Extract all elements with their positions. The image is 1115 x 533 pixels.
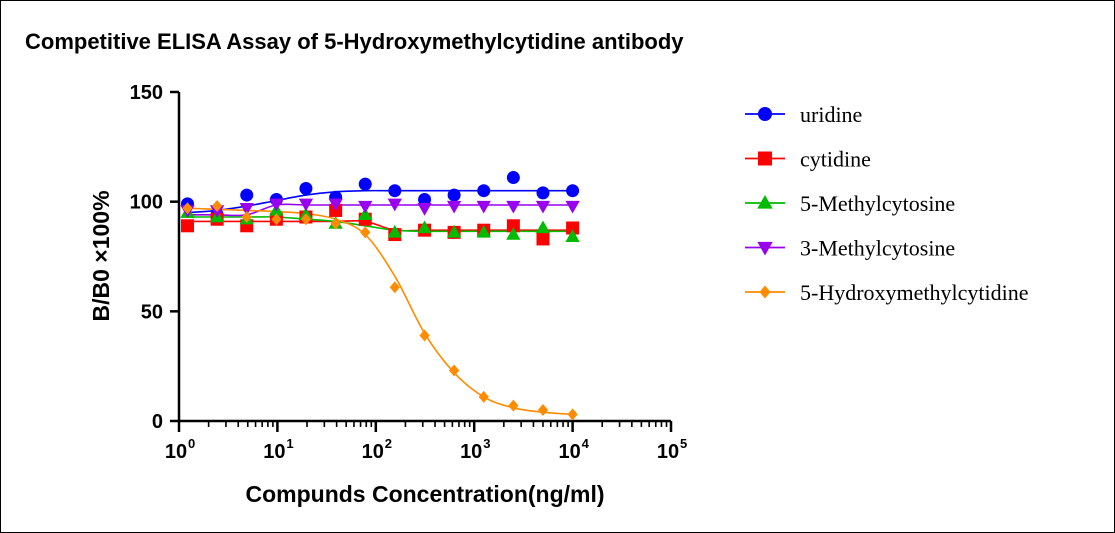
data-point-3-methylcytosine	[417, 203, 432, 216]
data-point-3-methylcytosine	[535, 200, 551, 214]
data-point-5-hydroxymethylcytidine	[449, 364, 460, 377]
data-point-5-hydroxymethylcytidine	[419, 329, 430, 342]
x-tick-label: 10	[657, 441, 679, 463]
legend-label: 5-Methylcytosine	[800, 191, 955, 216]
data-point-uridine	[506, 171, 520, 185]
data-point-3-methylcytosine	[476, 200, 491, 214]
legend-item-5-methylcytosine: 5-Methylcytosine	[745, 191, 955, 216]
data-point-uridine	[388, 184, 402, 198]
legend-item-cytidine: cytidine	[745, 147, 871, 172]
data-point-5-hydroxymethylcytidine	[212, 200, 223, 213]
data-point-5-hydroxymethylcytidine	[330, 217, 341, 230]
data-point-5-hydroxymethylcytidine	[478, 390, 489, 403]
data-point-5-methylcytosine	[417, 220, 432, 234]
y-tick-label: 100	[130, 192, 163, 214]
data-point-uridine	[447, 188, 461, 202]
legend-marker	[759, 285, 771, 299]
data-points	[180, 171, 580, 421]
legend-item-uridine: uridine	[745, 102, 862, 127]
data-point-uridine	[299, 182, 313, 196]
data-point-5-methylcytosine	[506, 227, 521, 240]
data-point-3-methylcytosine	[269, 198, 284, 212]
legend-marker	[758, 107, 772, 121]
legend-item-3-methylcytosine: 3-Methylcytosine	[745, 236, 955, 261]
y-tick-label: 150	[130, 82, 163, 104]
x-axis-label: Compunds Concentration(ng/ml)	[245, 481, 604, 507]
x-tick-exponent: 0	[188, 436, 195, 451]
x-tick-label: 10	[263, 441, 285, 463]
data-point-5-methylcytosine	[387, 224, 402, 238]
data-point-5-methylcytosine	[446, 224, 462, 238]
legend-item-5-hydroxymethylcytidine: 5-Hydroxymethylcytidine	[745, 280, 1029, 305]
data-point-uridine	[536, 186, 550, 200]
data-point-cytidine	[506, 219, 520, 233]
x-tick-exponent: 1	[286, 436, 293, 451]
x-tick-label: 10	[558, 441, 580, 463]
data-point-5-methylcytosine	[358, 207, 373, 221]
data-point-3-methylcytosine	[446, 200, 462, 214]
legend-marker	[758, 151, 772, 166]
legend-label: cytidine	[800, 147, 871, 172]
data-point-cytidine	[536, 232, 550, 246]
legend-marker	[757, 241, 773, 256]
data-point-3-methylcytosine	[387, 198, 402, 212]
data-point-5-hydroxymethylcytidine	[182, 202, 193, 215]
data-point-5-hydroxymethylcytidine	[271, 213, 282, 226]
y-tick-label: 0	[152, 411, 163, 433]
data-point-uridine	[418, 192, 432, 206]
x-tick-exponent: 2	[385, 436, 392, 451]
legend-label: 3-Methylcytosine	[800, 236, 955, 261]
data-point-5-hydroxymethylcytidine	[241, 211, 252, 224]
data-point-uridine	[358, 177, 372, 191]
data-point-3-methylcytosine	[358, 200, 373, 214]
x-tick-exponent: 5	[680, 436, 687, 451]
data-point-uridine	[477, 184, 491, 198]
data-point-5-methylcytosine	[565, 229, 580, 242]
x-tick-exponent: 3	[483, 436, 490, 451]
legend-label: uridine	[800, 102, 862, 127]
legend-label: 5-Hydroxymethylcytidine	[800, 280, 1029, 305]
chart-title: Competitive ELISA Assay of 5-Hydroxymeth…	[25, 29, 684, 54]
data-point-5-hydroxymethylcytidine	[508, 399, 519, 412]
x-tick-label: 10	[165, 441, 187, 463]
y-tick-label: 50	[141, 301, 163, 323]
x-tick-label: 10	[460, 441, 482, 463]
legend: uridine cytidine 5-Methylcytosine 3-Methylc…	[745, 102, 1029, 305]
x-tick-label: 10	[362, 441, 384, 463]
data-point-3-methylcytosine	[298, 198, 314, 212]
data-point-5-hydroxymethylcytidine	[360, 226, 371, 239]
data-point-5-hydroxymethylcytidine	[567, 408, 578, 421]
data-point-3-methylcytosine	[565, 200, 580, 214]
data-point-3-methylcytosine	[506, 200, 521, 214]
data-point-5-methylcytosine	[476, 224, 491, 238]
data-point-uridine	[240, 188, 254, 202]
data-point-5-hydroxymethylcytidine	[537, 404, 549, 417]
data-point-5-methylcytosine	[535, 220, 551, 234]
data-point-5-hydroxymethylcytidine	[389, 281, 400, 294]
data-point-5-hydroxymethylcytidine	[300, 213, 312, 226]
data-point-cytidine	[566, 221, 580, 235]
data-point-uridine	[566, 184, 580, 198]
data-point-3-methylcytosine	[239, 203, 254, 216]
legend-marker	[757, 194, 773, 209]
data-point-3-methylcytosine	[328, 198, 343, 212]
x-tick-exponent: 4	[582, 436, 590, 451]
y-axis-label: B/B0 ×100%	[88, 190, 114, 321]
data-point-cytidine	[180, 219, 194, 233]
